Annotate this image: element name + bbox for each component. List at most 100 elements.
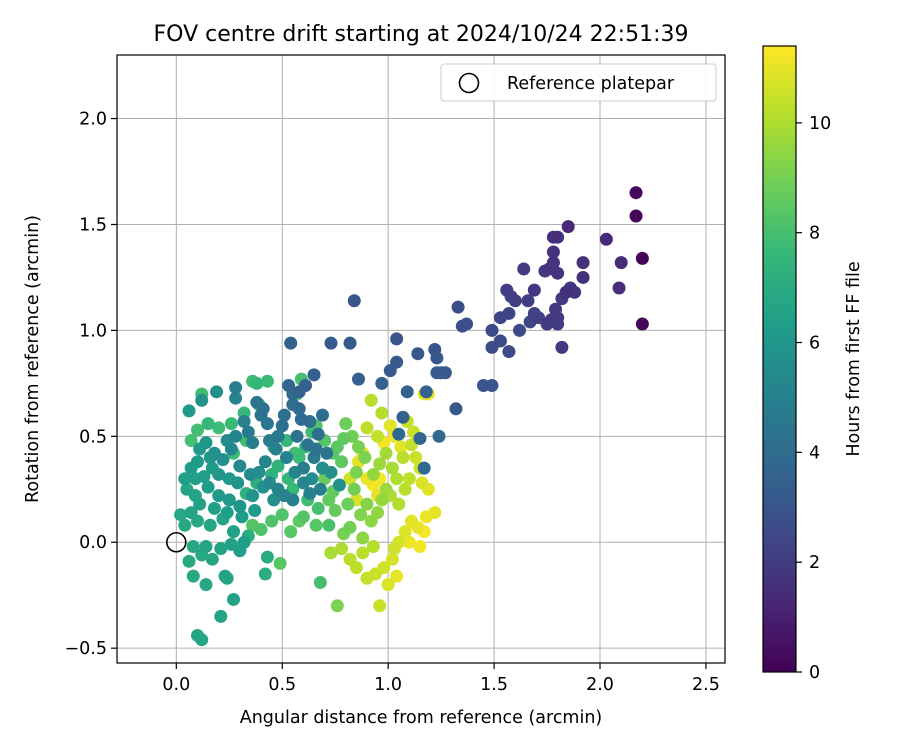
scatter-point xyxy=(635,251,649,265)
scatter-point xyxy=(246,489,260,503)
scatter-point xyxy=(328,503,342,517)
scatter-point xyxy=(229,429,243,443)
scatter-point xyxy=(296,461,310,475)
scatter-point xyxy=(371,429,385,443)
scatter-point xyxy=(229,381,243,395)
scatter-point xyxy=(296,476,310,490)
scatter-point xyxy=(277,408,291,422)
colorbar xyxy=(762,45,797,673)
scatter-point xyxy=(275,508,289,522)
legend-box xyxy=(440,63,717,102)
scatter-point xyxy=(343,336,357,350)
scatter-point xyxy=(279,451,293,465)
scatter-point xyxy=(398,525,412,539)
legend-entry-label: Reference platepar xyxy=(507,74,675,94)
scatter-point xyxy=(419,385,433,399)
scatter-point xyxy=(335,455,349,469)
scatter-point xyxy=(320,446,334,460)
scatter-point xyxy=(214,609,228,623)
scatter-point xyxy=(233,459,247,473)
reference-platepar-marker xyxy=(166,531,187,553)
scatter-point xyxy=(315,408,329,422)
scatter-point xyxy=(195,633,209,647)
scatter-point xyxy=(385,552,399,566)
scatter-point xyxy=(324,546,338,560)
scatter-point xyxy=(508,294,522,308)
scatter-point xyxy=(282,378,296,392)
scatter-point xyxy=(199,436,213,450)
colorbar-tick-label: 4 xyxy=(809,443,820,463)
scatter-point xyxy=(224,442,238,456)
scatter-point xyxy=(383,419,397,433)
scatter-point xyxy=(292,451,306,465)
scatter-point xyxy=(413,539,427,553)
y-tick-label: 0.0 xyxy=(79,533,107,553)
scatter-point xyxy=(290,429,304,443)
scatter-point xyxy=(178,518,192,532)
scatter-point xyxy=(231,476,245,490)
scatter-point xyxy=(527,283,541,297)
legend-reference-marker xyxy=(458,72,480,94)
scatter-point xyxy=(375,493,389,507)
scatter-point xyxy=(432,429,446,443)
scatter-point xyxy=(178,472,192,486)
x-axis-ticks: 0.0 0.5 1.0 1.5 2.0 2.5 xyxy=(162,663,720,695)
scatter-point xyxy=(390,569,404,583)
colorbar-tick-label: 6 xyxy=(809,334,820,354)
colorbar-tick-label: 8 xyxy=(809,224,820,244)
scatter-point xyxy=(402,472,416,486)
scatter-point xyxy=(212,467,226,481)
x-tick-label: 0.0 xyxy=(162,675,190,695)
scatter-point xyxy=(246,436,260,450)
scatter-point xyxy=(451,300,465,314)
scatter-point xyxy=(559,285,573,299)
scatter-point xyxy=(635,317,649,331)
scatter-point xyxy=(392,427,406,441)
scatter-point xyxy=(381,578,395,592)
x-tick-label: 1.0 xyxy=(374,675,402,695)
scatter-point xyxy=(394,440,408,454)
scatter-point xyxy=(544,313,558,327)
scatter-point xyxy=(237,414,251,428)
scatter-point xyxy=(324,336,338,350)
scatter-point xyxy=(576,256,590,270)
scatter-point xyxy=(383,364,397,378)
scatter-point xyxy=(286,493,300,507)
scatter-point xyxy=(411,347,425,361)
scatter-point xyxy=(360,421,374,435)
scatter-point xyxy=(398,482,412,496)
scatter-point xyxy=(555,340,569,354)
scatter-point xyxy=(449,402,463,416)
scatter-point xyxy=(364,514,378,528)
scatter-point xyxy=(267,493,281,507)
scatter-point xyxy=(339,417,353,431)
scatter-point xyxy=(404,514,418,528)
scatter-point xyxy=(352,372,366,386)
scatter-point xyxy=(307,368,321,382)
y-tick-label: 0.5 xyxy=(79,427,107,447)
scatter-point xyxy=(396,410,410,424)
scatter-point xyxy=(216,453,230,467)
scatter-point xyxy=(396,451,410,465)
scatter-point xyxy=(521,294,535,308)
scatter-point xyxy=(235,510,249,524)
scatter-point xyxy=(212,489,226,503)
colorbar-ticks: 0 2 4 6 8 10 xyxy=(796,114,831,683)
scatter-point xyxy=(347,294,361,308)
scatter-point xyxy=(629,186,643,200)
scatter-point xyxy=(191,455,205,469)
scatter-point xyxy=(207,501,221,515)
scatter-point xyxy=(322,518,336,532)
scatter-point xyxy=(356,546,370,560)
scatter-point xyxy=(388,542,402,556)
y-axis-ticks: −0.5 0.0 0.5 1.0 1.5 2.0 xyxy=(65,110,117,659)
scatter-point xyxy=(549,302,563,316)
scatter-point xyxy=(402,535,416,549)
scatter-point xyxy=(599,232,613,246)
scatter-point xyxy=(258,455,272,469)
y-tick-label: −0.5 xyxy=(65,639,108,659)
scatter-point xyxy=(197,470,211,484)
scatter-point xyxy=(349,465,363,479)
scatter-point xyxy=(379,482,393,496)
